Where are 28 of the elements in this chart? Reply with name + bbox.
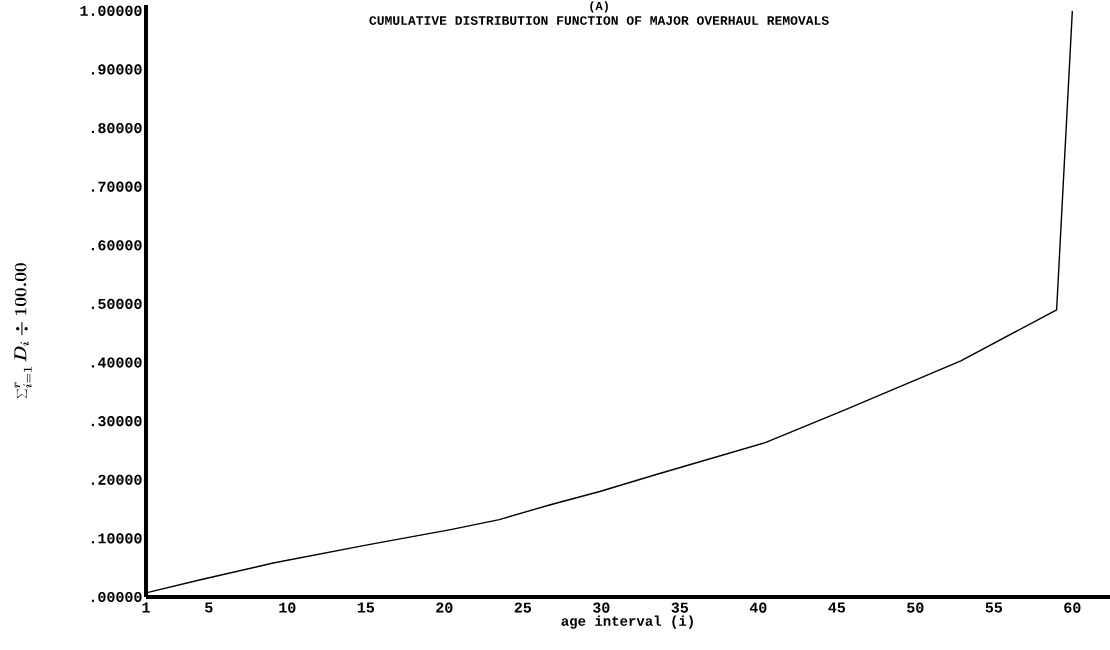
y-tick-label: .10000 <box>91 533 142 544</box>
x-tick-label: 15 <box>357 602 375 613</box>
x-tick-label: 60 <box>1064 602 1081 613</box>
x-tick-label: 40 <box>749 602 767 613</box>
y-axis-title: $\sum_{i=1}^{r} D_i \div 100.00$ <box>14 263 32 399</box>
x-tick-label: 25 <box>514 602 532 613</box>
x-tick-label: 1 <box>142 602 150 613</box>
x-tick-label: 10 <box>279 602 296 613</box>
y-tick-label: .30000 <box>91 416 142 427</box>
x-tick-label: 45 <box>828 602 846 613</box>
x-tick-label: 50 <box>907 602 924 613</box>
x-tick-label: 5 <box>205 602 213 613</box>
x-tick-label: 35 <box>671 602 689 613</box>
y-tick-label: .20000 <box>91 474 142 485</box>
y-tick-label: .60000 <box>91 240 142 251</box>
x-tick-label: 30 <box>592 602 610 613</box>
text: CUMULATIVE DISTRIBUTION FUNCTION OF MAJOR OVERHAUL REMOVALS <box>369 16 829 25</box>
y-tick-label: .80000 <box>91 122 142 134</box>
y-tick-label: .00000 <box>91 591 142 603</box>
y-tick-label: 1.00000 <box>80 5 142 16</box>
x-axis-title: age interval (i) <box>561 615 693 629</box>
y-tick-label: .40000 <box>91 357 142 368</box>
x-tick-label: 55 <box>985 602 1003 613</box>
y-tick-label: .70000 <box>91 181 142 192</box>
annotation: (A) <box>590 1 608 13</box>
y-tick-label: .90000 <box>91 64 142 75</box>
x-tick-label: 20 <box>436 602 453 613</box>
y-tick-label: .50000 <box>91 298 142 310</box>
